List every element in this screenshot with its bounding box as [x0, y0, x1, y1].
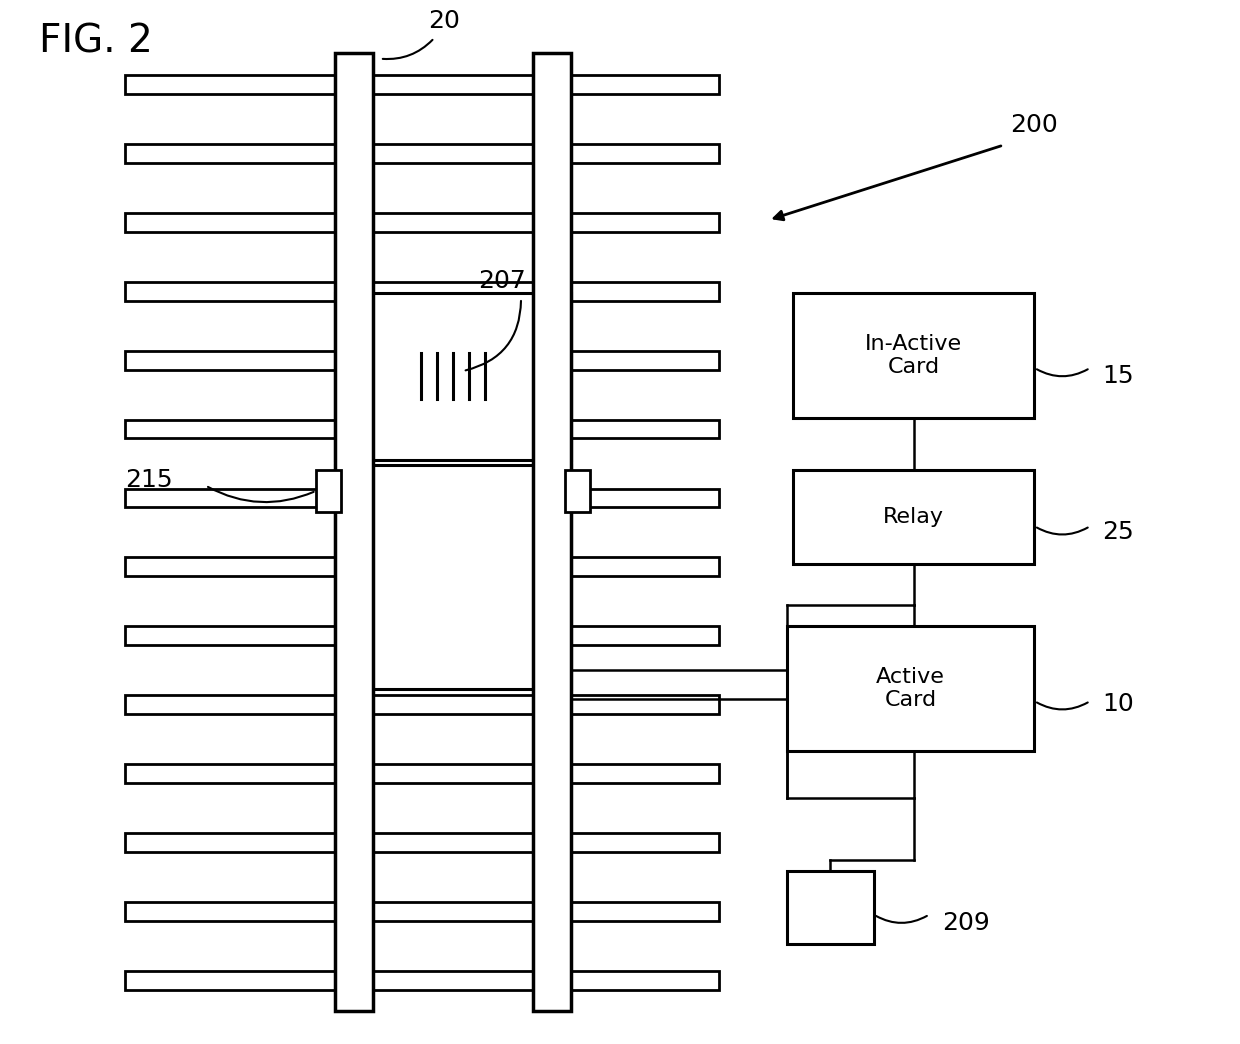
- Text: FIG. 2: FIG. 2: [38, 22, 153, 61]
- Bar: [125, 695, 719, 714]
- Bar: [533, 53, 570, 1012]
- Bar: [125, 351, 719, 370]
- Bar: [125, 213, 719, 232]
- Text: 200: 200: [1009, 113, 1058, 137]
- Bar: [336, 293, 570, 459]
- Bar: [794, 293, 1034, 418]
- Text: 25: 25: [1102, 520, 1135, 544]
- Text: 15: 15: [1102, 364, 1135, 388]
- Bar: [125, 75, 719, 94]
- Text: 20: 20: [428, 8, 460, 32]
- Text: 215: 215: [125, 469, 172, 493]
- Bar: [125, 489, 719, 507]
- Bar: [125, 626, 719, 645]
- Bar: [125, 144, 719, 163]
- Bar: [125, 971, 719, 990]
- Bar: [125, 282, 719, 301]
- Bar: [787, 626, 1034, 751]
- Bar: [565, 470, 590, 512]
- Bar: [787, 871, 874, 944]
- Bar: [125, 833, 719, 852]
- Text: 10: 10: [1102, 692, 1135, 716]
- Text: 209: 209: [941, 910, 990, 934]
- Text: Active
Card: Active Card: [877, 667, 945, 710]
- Bar: [316, 470, 341, 512]
- Bar: [125, 902, 719, 921]
- Bar: [125, 557, 719, 576]
- Bar: [336, 465, 570, 689]
- Text: Relay: Relay: [883, 506, 945, 527]
- Bar: [125, 420, 719, 438]
- Bar: [336, 53, 372, 1012]
- Text: 207: 207: [477, 269, 526, 293]
- Bar: [125, 764, 719, 783]
- Bar: [794, 470, 1034, 564]
- Text: In-Active
Card: In-Active Card: [866, 334, 962, 377]
